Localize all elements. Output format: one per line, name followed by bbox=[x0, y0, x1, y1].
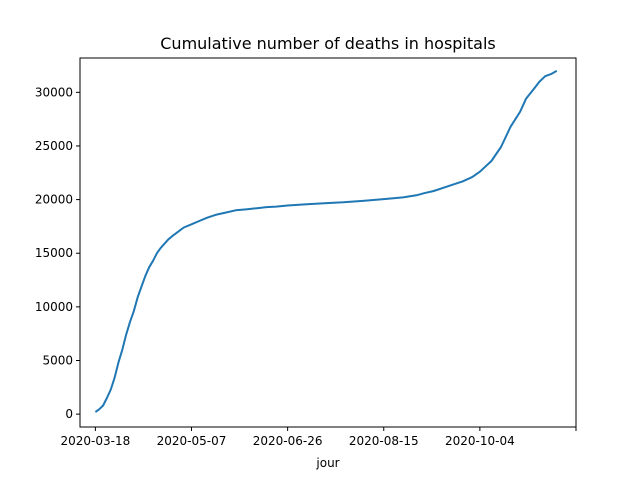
y-tick-label: 30000 bbox=[35, 85, 73, 99]
x-axis-label: jour bbox=[315, 456, 339, 470]
y-axis: 0 5000 10000 15000 20000 25000 30000 bbox=[35, 85, 80, 421]
x-tick-label: 2020-05-07 bbox=[157, 434, 227, 448]
plot-frame bbox=[79, 57, 577, 428]
x-tick-label: 2020-08-15 bbox=[349, 434, 419, 448]
x-tick-label: 2020-06-26 bbox=[253, 434, 323, 448]
series-line bbox=[94, 70, 558, 413]
x-axis: 2020-03-18 2020-05-07 2020-06-26 2020-08-15… bbox=[61, 427, 577, 448]
y-tick-label: 5000 bbox=[42, 353, 73, 367]
y-tick-label: 15000 bbox=[35, 246, 73, 260]
y-tick-label: 10000 bbox=[35, 300, 73, 314]
x-tick-label: 2020-03-18 bbox=[61, 434, 131, 448]
y-tick-label: 20000 bbox=[35, 193, 73, 207]
y-tick-label: 25000 bbox=[35, 139, 73, 153]
chart-title: Cumulative number of deaths in hospitals bbox=[160, 34, 495, 53]
x-tick-label: 2020-10-04 bbox=[445, 434, 515, 448]
y-tick-label: 0 bbox=[65, 407, 73, 421]
